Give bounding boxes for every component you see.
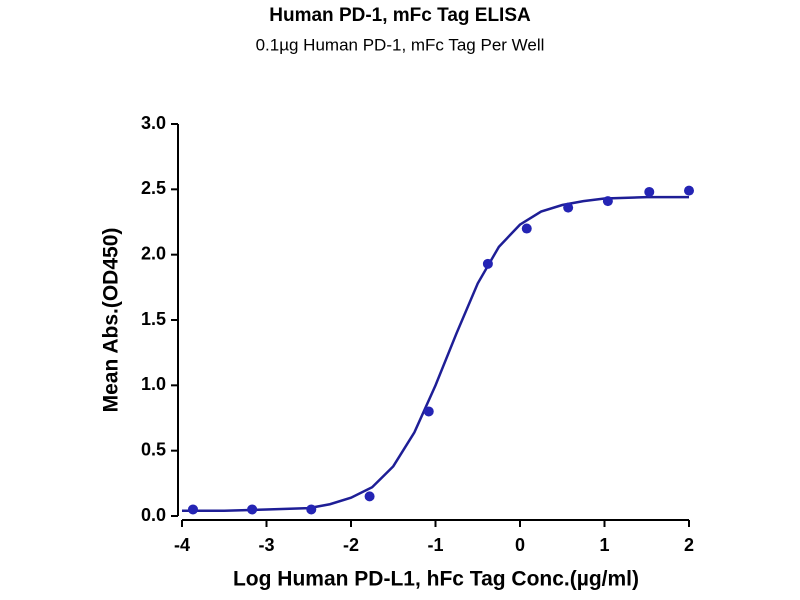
data-point — [684, 185, 694, 196]
data-point — [423, 406, 434, 417]
x-tick-label: 1 — [599, 535, 609, 555]
data-point — [364, 491, 375, 502]
x-tick-label: -4 — [174, 535, 190, 555]
y-tick-label: 1.5 — [141, 309, 166, 329]
data-point — [563, 202, 574, 213]
data-point — [247, 504, 258, 515]
x-tick-label: -2 — [343, 535, 359, 555]
data-point — [482, 258, 493, 269]
data-point — [187, 504, 198, 515]
x-tick-label: 2 — [684, 535, 694, 555]
x-tick-label: -1 — [427, 535, 443, 555]
data-point — [602, 196, 613, 207]
fit-curve — [182, 195, 689, 513]
y-tick-label: 1.0 — [141, 374, 166, 394]
y-axis-label: Mean Abs.(OD450) — [100, 228, 123, 413]
x-tick-label: 0 — [515, 535, 525, 555]
y-tick-label: 2.0 — [141, 243, 166, 263]
data-point — [644, 186, 655, 197]
chart-subtitle: 0.1µg Human PD-1, mFc Tag Per Well — [256, 35, 545, 54]
y-tick-label: 0.0 — [141, 505, 166, 525]
y-tick-label: 0.5 — [141, 439, 166, 459]
data-point — [306, 504, 317, 515]
x-tick-label: -3 — [258, 535, 274, 555]
x-axis-label: Log Human PD-L1, hFc Tag Conc.(µg/ml) — [233, 568, 639, 591]
data-point — [521, 223, 532, 234]
chart-title: Human PD-1, mFc Tag ELISA — [269, 5, 531, 26]
y-tick-label: 2.5 — [141, 178, 166, 198]
y-tick-label: 3.0 — [141, 113, 166, 133]
